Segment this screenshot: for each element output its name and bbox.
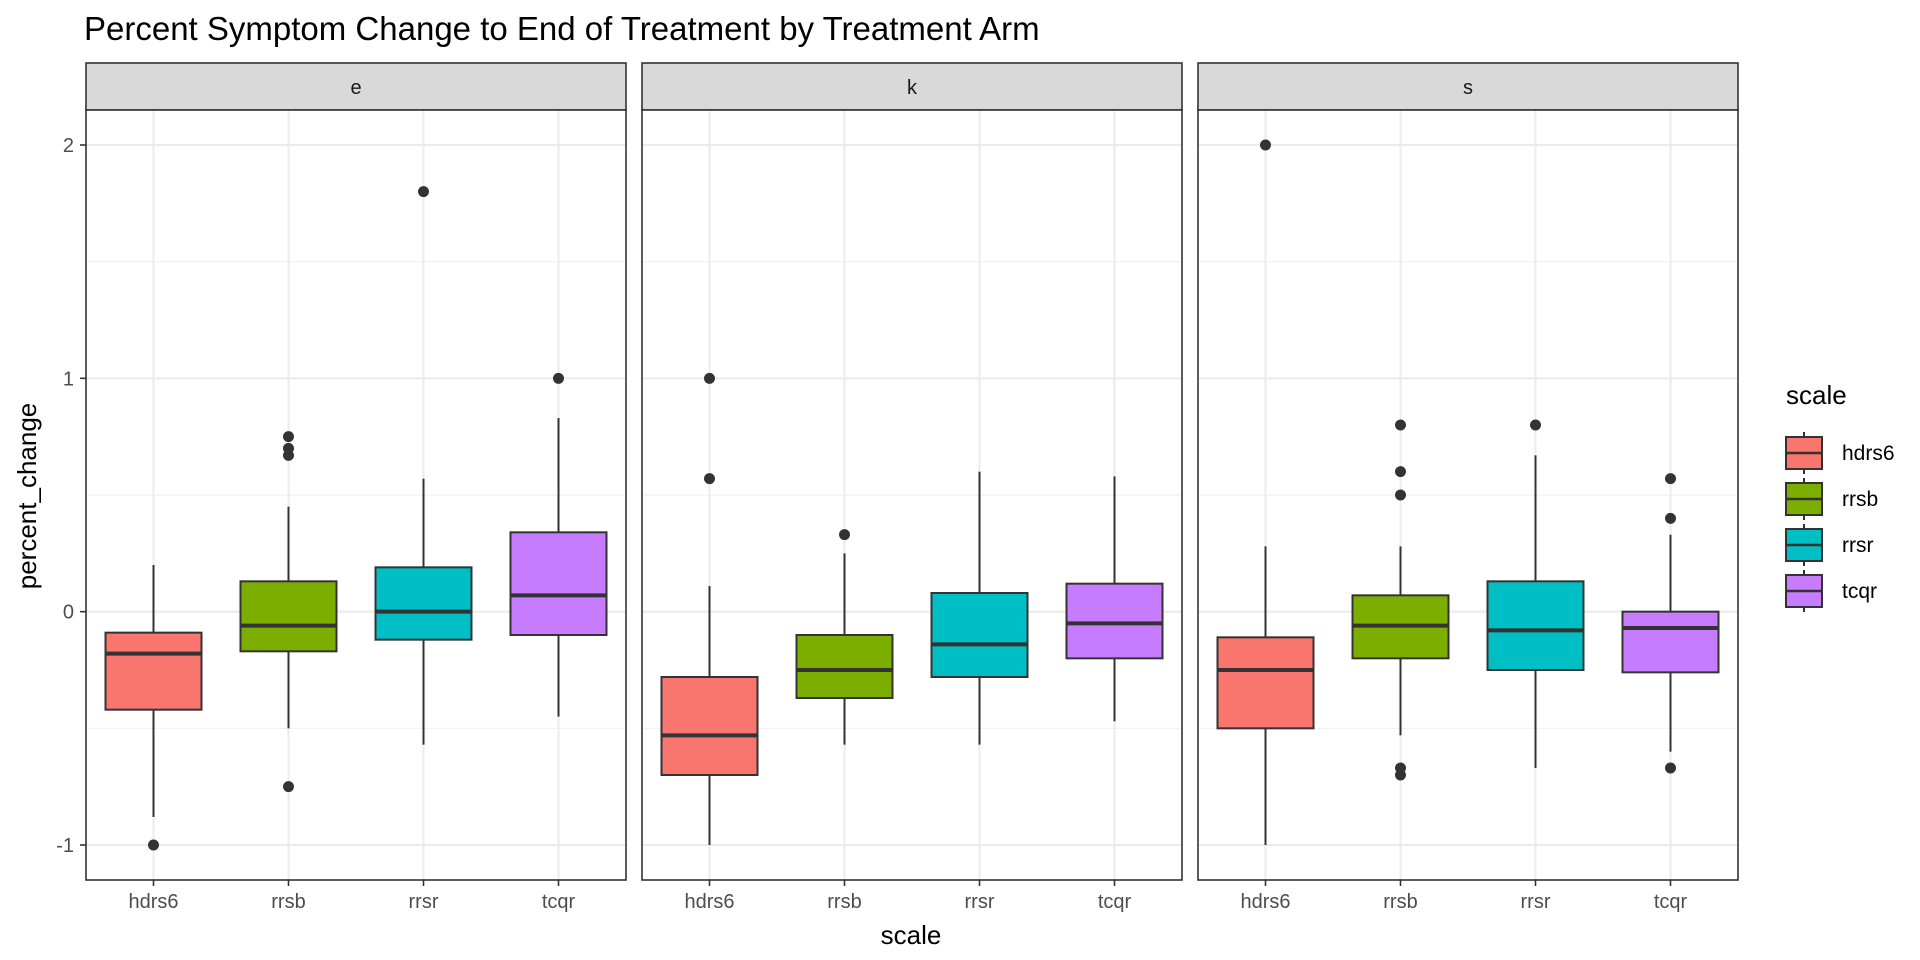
facet-s-rrsb-outlier-point [1395, 489, 1406, 501]
legend: scale hdrs6 rrsb rrsr tcqr [1785, 380, 1895, 612]
facet-e-rrsr-outlier-point [418, 186, 429, 198]
plot-area: e hdrs6 rrsb rrsr tcqr k hdrs6 rrsb rrsr tcqr s hdr… [56, 62, 1739, 913]
facet-k-panel-border [641, 109, 1183, 881]
facet-k-tcqr-box [1065, 582, 1164, 660]
y-tick-label: 1 [63, 368, 74, 390]
facet-e-rrsb-outlier-point [283, 449, 294, 461]
facet-s-strip [1197, 62, 1739, 111]
facet-s-strip-label: s [1463, 77, 1473, 99]
legend-label-hdrs6: hdrs6 [1842, 442, 1895, 465]
facet-k-hdrs6-box [660, 676, 759, 776]
facet-e-tcqr-box [509, 531, 608, 636]
y-tick-label: 2 [63, 135, 74, 157]
legend-label-tcqr: tcqr [1842, 580, 1877, 603]
facet-s-x-tick-label: rrsb [1383, 891, 1417, 913]
facet-e-hdrs6-box [104, 631, 203, 711]
facet-e-x-tick-label: hdrs6 [128, 891, 178, 913]
facet-e-tcqr-outlier-point [553, 372, 564, 384]
facet-s-hdrs6-box [1216, 636, 1315, 730]
facet-k-hdrs6-outlier-point [704, 473, 715, 485]
facet-k-x-tick-label: rrsb [827, 891, 861, 913]
facet-e-x-tick-label: rrsb [271, 891, 305, 913]
facet-s-tcqr-outlier-point [1665, 762, 1676, 774]
facet-s-hdrs6-outlier-point [1260, 139, 1271, 151]
facet-s-x-tick-label: hdrs6 [1240, 891, 1290, 913]
facet-s-x-tick-label: rrsr [1521, 891, 1551, 913]
facet-k-rrsb-box [795, 634, 894, 699]
facet-s-tcqr-outlier-point [1665, 473, 1676, 485]
facet-e-rrsb-outlier-point [283, 431, 294, 443]
facet-k-x-tick-label: rrsr [965, 891, 995, 913]
facet-s-rrsb-outlier-point [1395, 419, 1406, 431]
legend-title: scale [1786, 380, 1847, 410]
facet-s-tcqr-outlier-point [1665, 512, 1676, 524]
facet-e-rrsr-box [374, 566, 473, 641]
facet-s-tcqr-box [1621, 610, 1720, 674]
y-axis-title: percent_change [12, 403, 42, 589]
facet-k-rrsb-outlier-point [839, 529, 850, 541]
facet-s-x-tick-label: tcqr [1654, 891, 1688, 913]
facet-k-hdrs6-outlier-point [704, 372, 715, 384]
facet-k-rrsr-box [930, 592, 1029, 678]
facet-k-x-tick-label: tcqr [1098, 891, 1132, 913]
facet-k-x-tick-label: hdrs6 [684, 891, 734, 913]
facet-k-strip-label: k [907, 77, 918, 99]
facet-e-x-tick-label: rrsr [409, 891, 439, 913]
facet-e-x-tick-label: tcqr [542, 891, 576, 913]
facet-e-rrsb-box [239, 580, 338, 653]
facet-s-rrsb-outlier-point [1395, 466, 1406, 478]
y-tick-label: 0 [63, 602, 74, 624]
facet-k-strip [641, 62, 1183, 111]
facet-s-rrsr-box [1486, 580, 1585, 671]
facet-s-panel-border [1197, 109, 1739, 881]
facet-e-strip [85, 62, 627, 111]
chart-title: Percent Symptom Change to End of Treatme… [84, 10, 1040, 47]
facet-e-panel-border [85, 109, 627, 881]
y-tick-label: -1 [56, 835, 74, 857]
facet-e-strip-label: e [350, 77, 361, 99]
facet-e-rrsb-outlier-point [283, 781, 294, 793]
legend-label-rrsb: rrsb [1842, 488, 1878, 511]
facet-s-rrsr-outlier-point [1530, 419, 1541, 431]
legend-label-rrsr: rrsr [1842, 534, 1873, 557]
facet-s-rrsb-outlier-point [1395, 769, 1406, 781]
facet-e-hdrs6-outlier-point [148, 839, 159, 851]
x-axis-title: scale [881, 920, 942, 950]
